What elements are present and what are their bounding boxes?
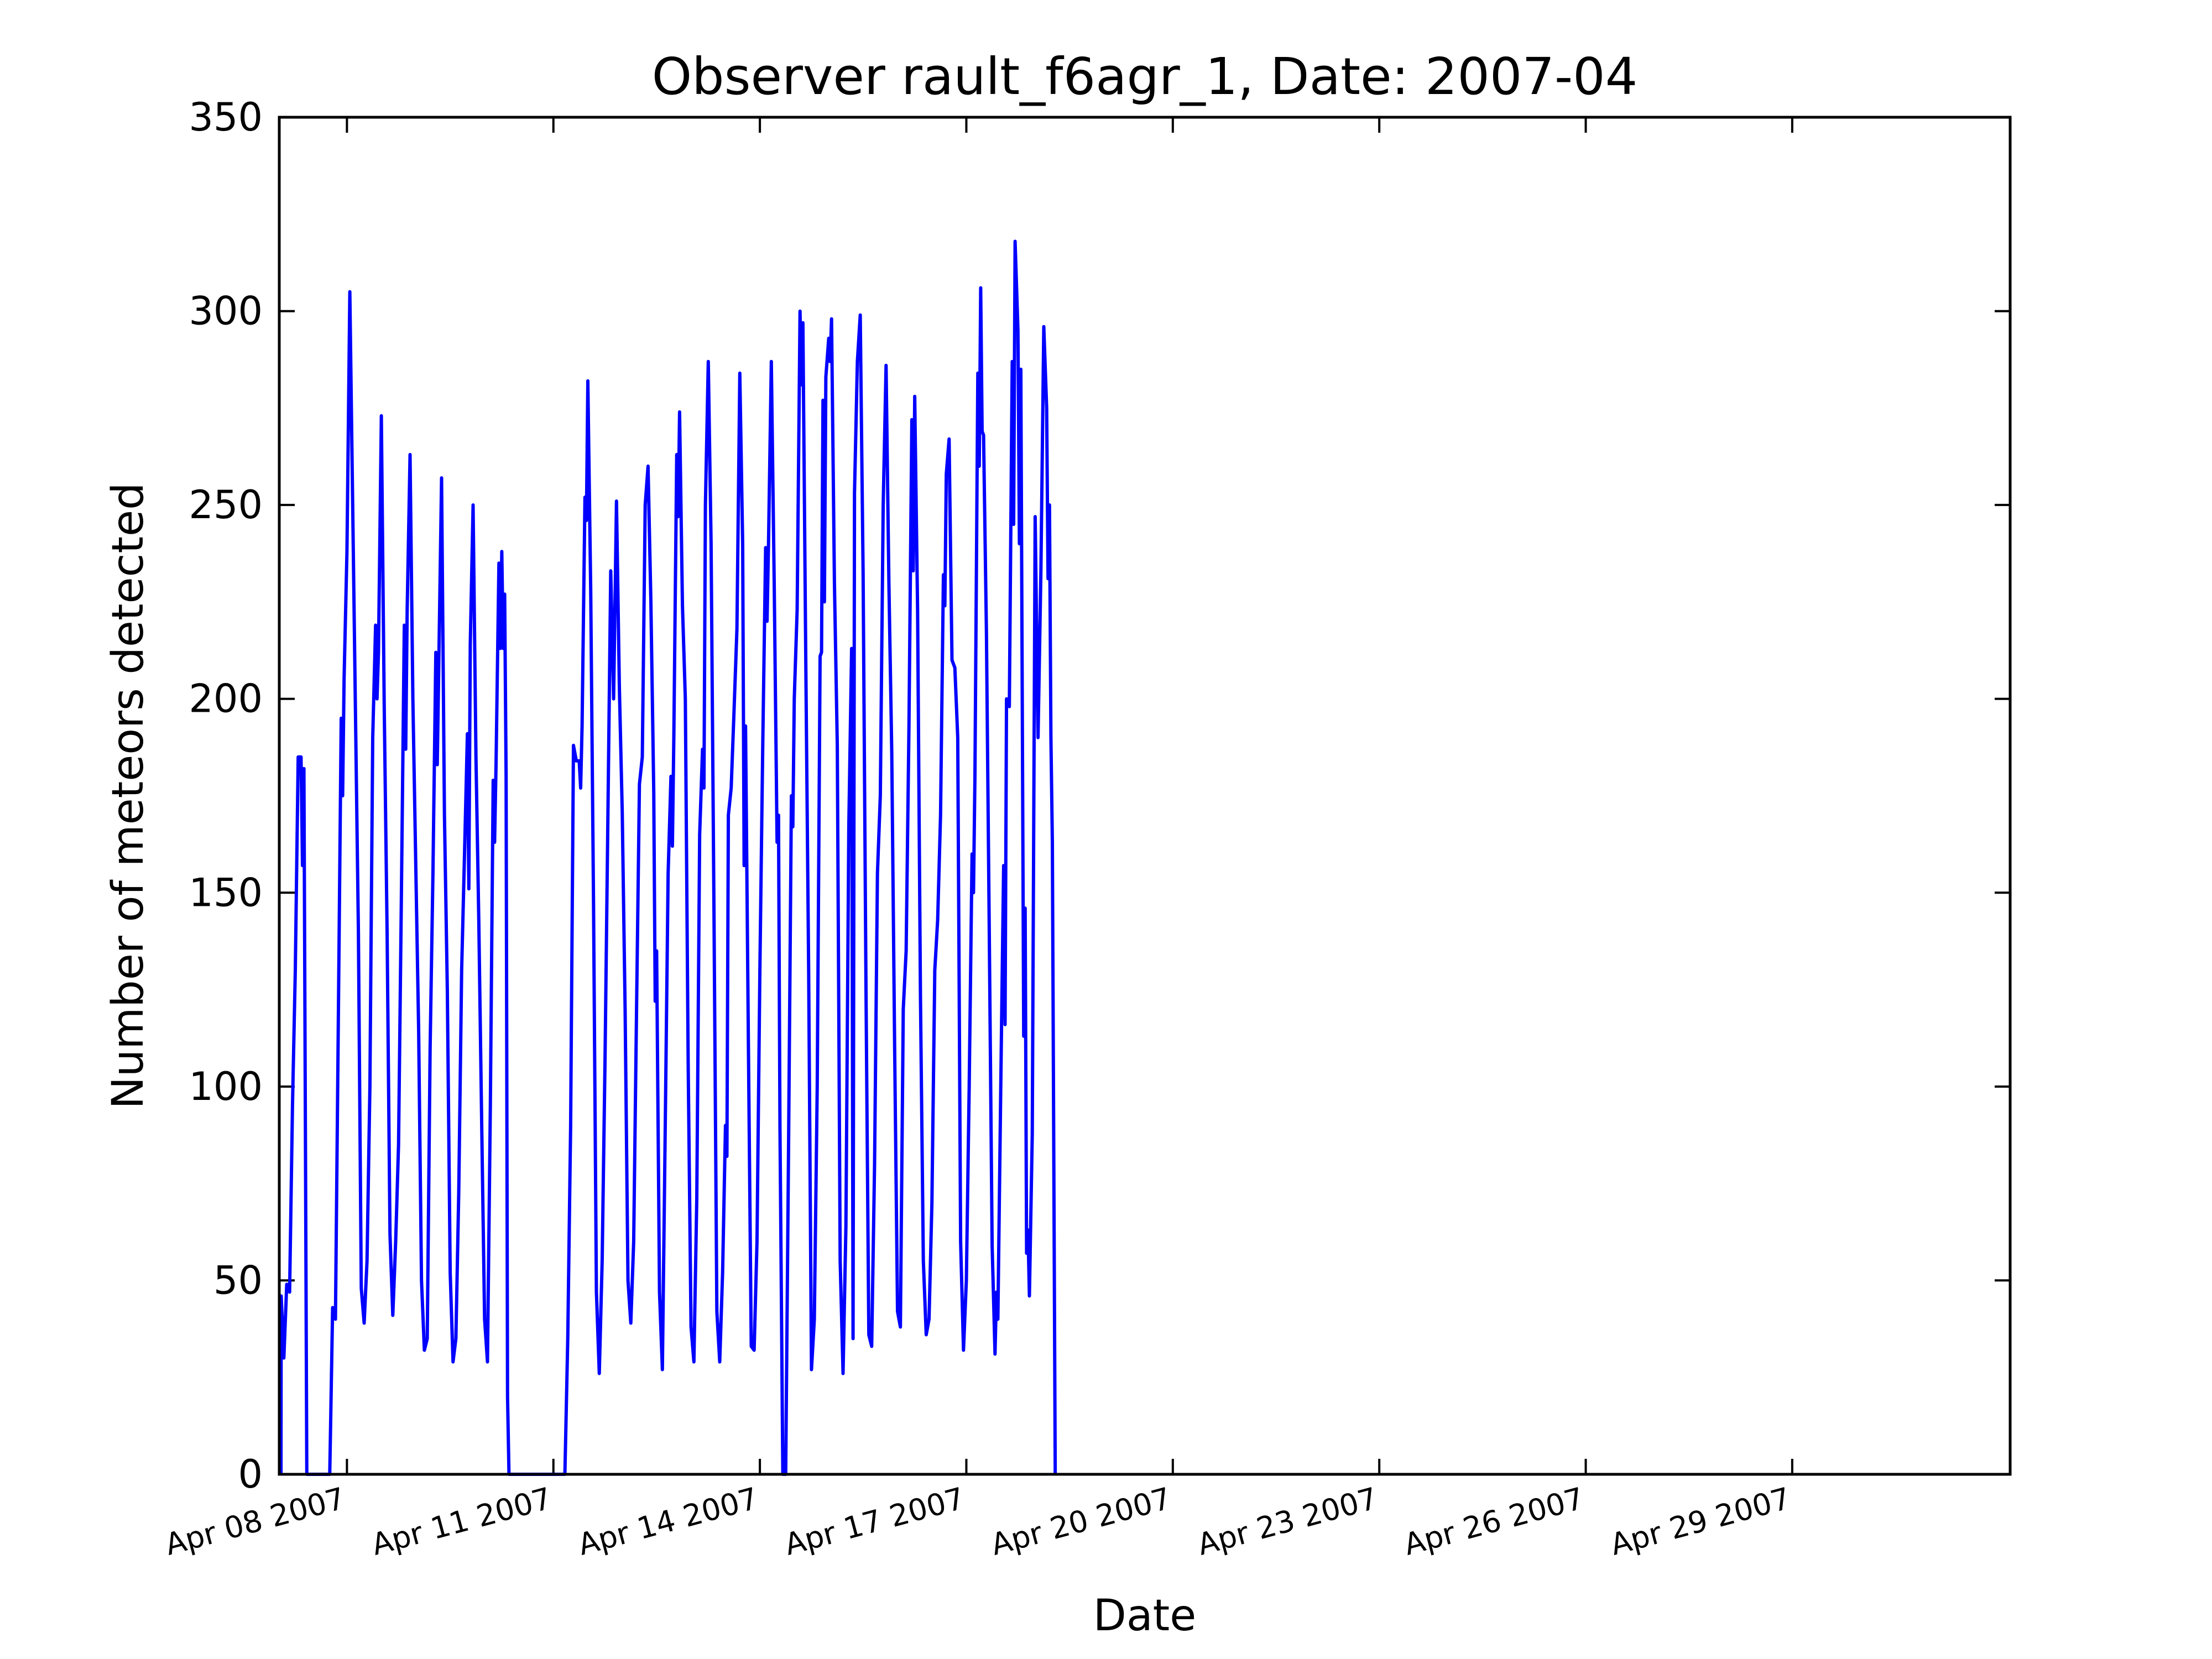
x-tick-label: Apr 26 2007 [1400, 1481, 1588, 1562]
x-tick-label: Apr 11 2007 [368, 1481, 555, 1562]
y-tick-label: 150 [189, 870, 263, 915]
plot-frame [278, 116, 2012, 1476]
y-tick-label: 350 [189, 95, 263, 140]
y-tick-label: 100 [189, 1064, 263, 1109]
x-tick-label: Apr 23 2007 [1194, 1481, 1381, 1562]
x-axis-label: Date [1093, 1591, 1196, 1641]
chart-title: Observer rault_f6agr_1, Date: 2007-04 [652, 47, 1638, 106]
y-tick-label: 200 [189, 676, 263, 722]
y-axis-label: Number of meteors detected [103, 483, 153, 1109]
series-line [279, 239, 1057, 1476]
x-axis: Apr 08 2007 Apr 11 2007 Apr 14 2007 Apr 17 … [161, 117, 1794, 1562]
y-tick-label: 300 [189, 289, 263, 334]
x-tick-label: Apr 29 2007 [1606, 1481, 1794, 1562]
y-axis: 0 50 100 150 200 250 300 350 [189, 95, 2010, 1497]
x-tick-label: Apr 14 2007 [575, 1481, 762, 1562]
y-tick-label: 50 [213, 1258, 263, 1303]
x-tick-label: Apr 20 2007 [987, 1481, 1175, 1562]
y-tick-label: 0 [238, 1452, 263, 1497]
x-tick-label: Apr 17 2007 [781, 1481, 968, 1562]
y-tick-label: 250 [189, 482, 263, 528]
